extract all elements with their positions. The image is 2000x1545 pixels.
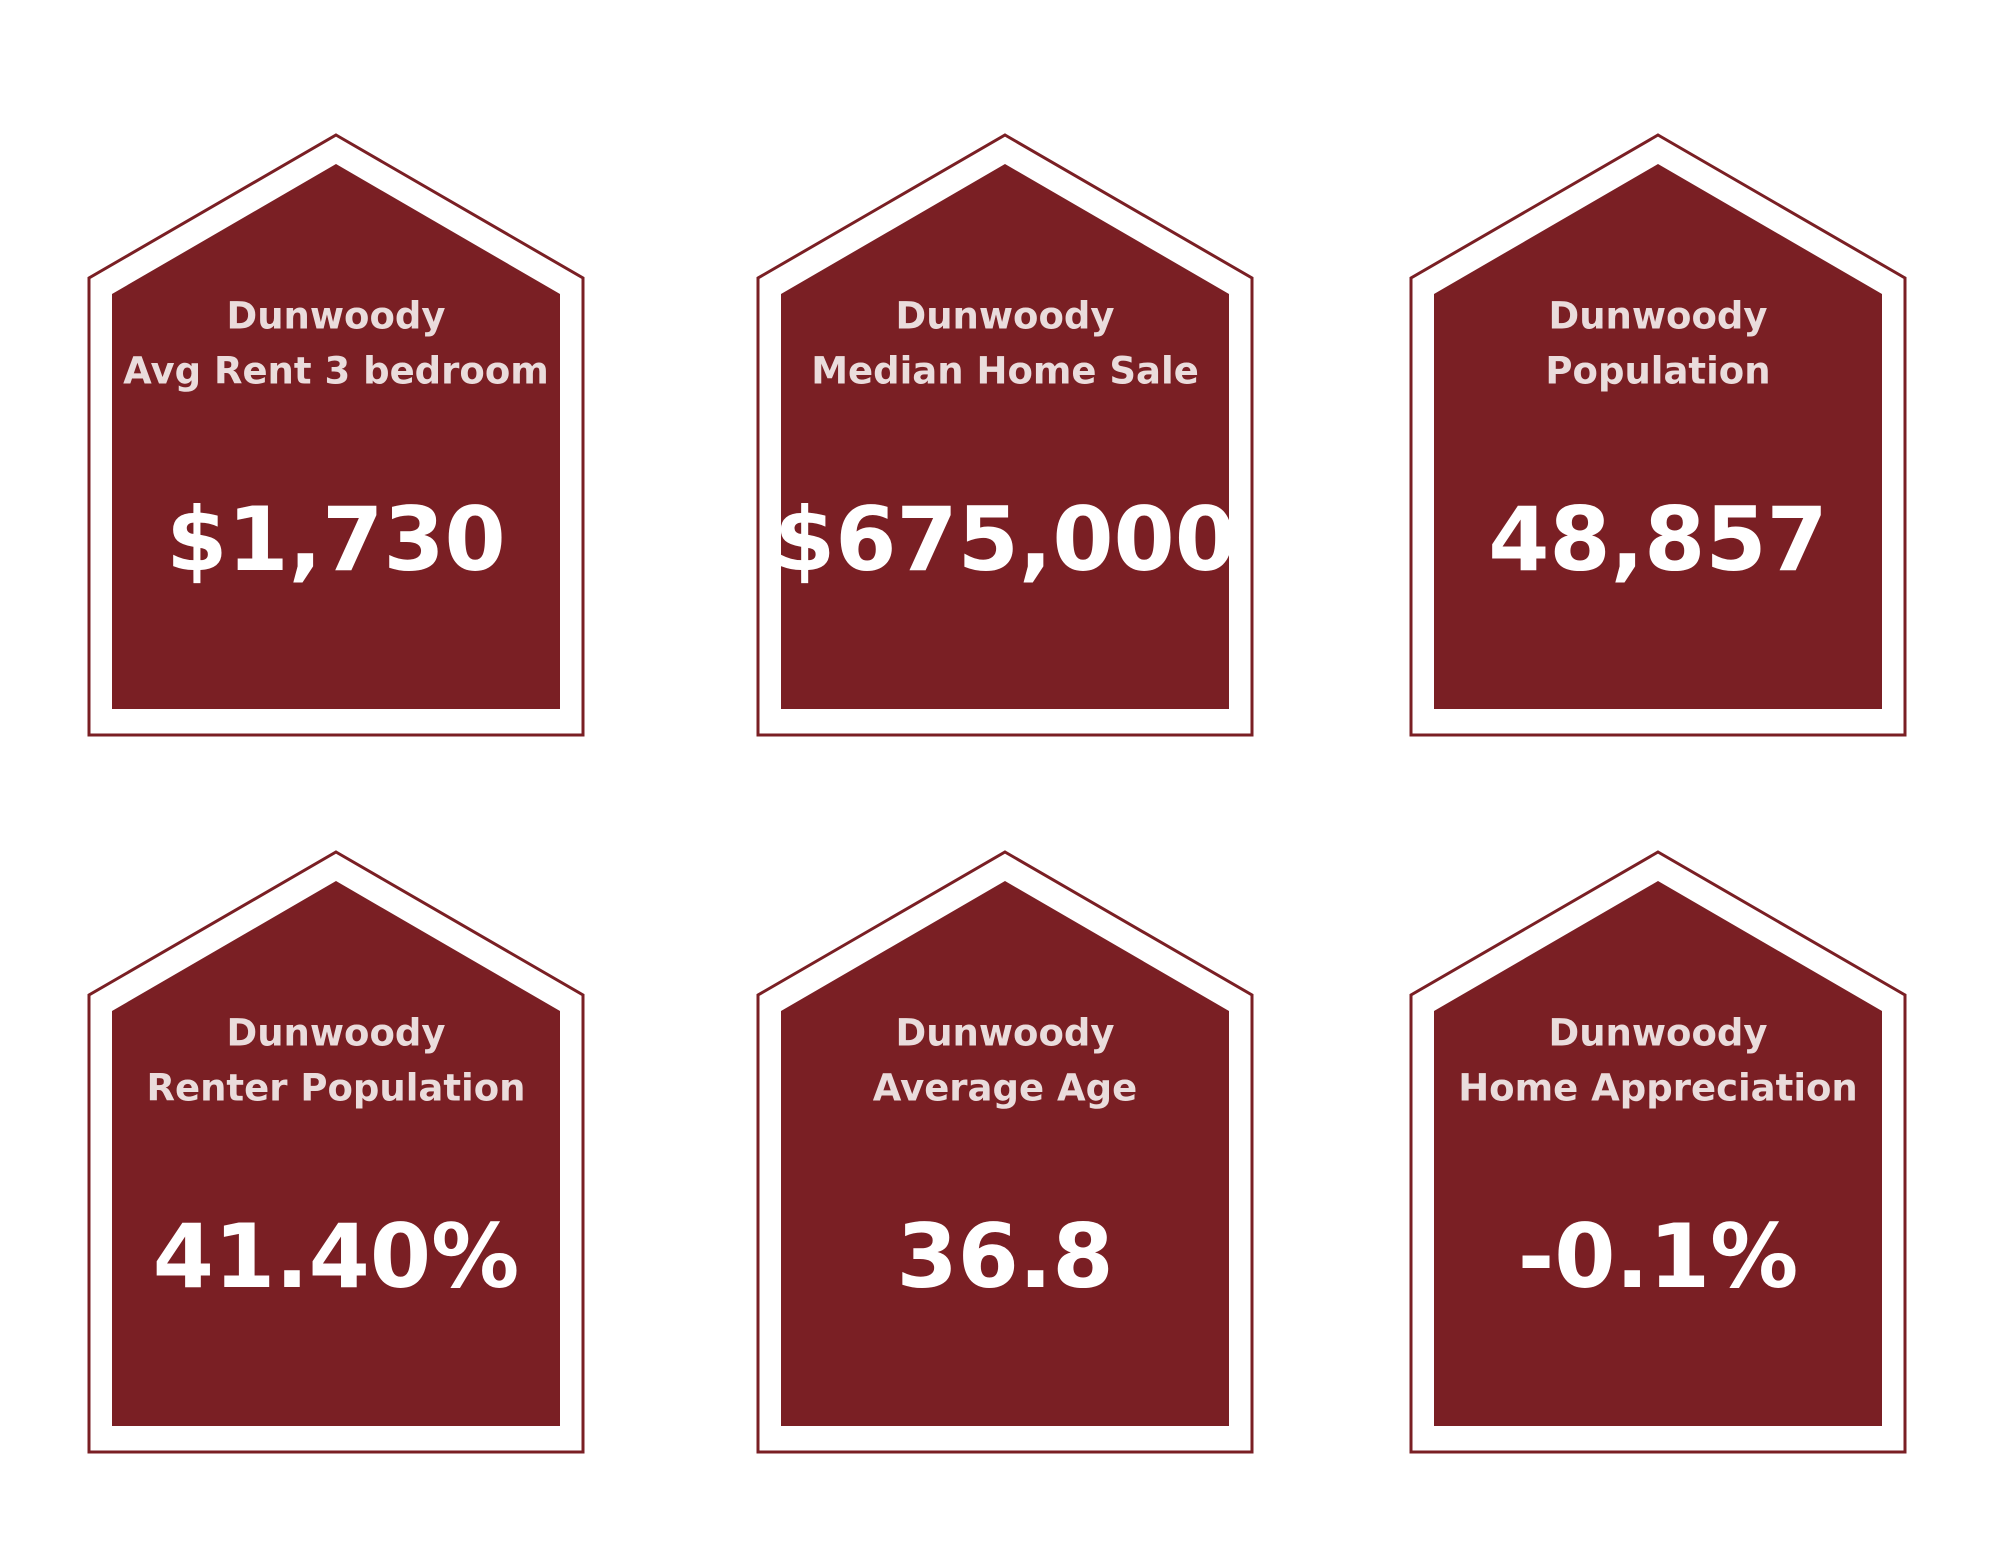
card-label: Renter Population <box>147 1067 526 1110</box>
card-value: 36.8 <box>896 1205 1113 1308</box>
house-card: Dunwoody Average Age 36.8 <box>756 850 1254 1454</box>
house-card: Dunwoody Avg Rent 3 bedroom $1,730 <box>87 133 585 737</box>
house-card: Dunwoody Median Home Sale $675,000 <box>756 133 1254 737</box>
card-place: Dunwoody <box>1548 295 1767 338</box>
house-fill <box>112 164 560 709</box>
card-place: Dunwoody <box>226 1012 445 1055</box>
card-place: Dunwoody <box>895 1012 1114 1055</box>
card-label: Population <box>1545 350 1770 393</box>
card-place: Dunwoody <box>226 295 445 338</box>
card-value: $1,730 <box>166 488 506 591</box>
house-fill <box>112 881 560 1426</box>
card-label: Avg Rent 3 bedroom <box>123 350 549 393</box>
house-card: Dunwoody Home Appreciation -0.1% <box>1409 850 1907 1454</box>
card-place: Dunwoody <box>1548 1012 1767 1055</box>
house-fill <box>1434 164 1882 709</box>
house-card: Dunwoody Renter Population 41.40% <box>87 850 585 1454</box>
card-label: Home Appreciation <box>1458 1067 1858 1110</box>
card-value: 41.40% <box>153 1205 520 1308</box>
card-value: $675,000 <box>774 488 1236 591</box>
house-fill <box>781 164 1229 709</box>
house-card: Dunwoody Population 48,857 <box>1409 133 1907 737</box>
card-place: Dunwoody <box>895 295 1114 338</box>
card-value: 48,857 <box>1488 488 1828 591</box>
card-label: Median Home Sale <box>811 350 1199 393</box>
house-fill <box>781 881 1229 1426</box>
card-label: Average Age <box>873 1067 1137 1110</box>
house-fill <box>1434 881 1882 1426</box>
card-value: -0.1% <box>1518 1205 1799 1308</box>
